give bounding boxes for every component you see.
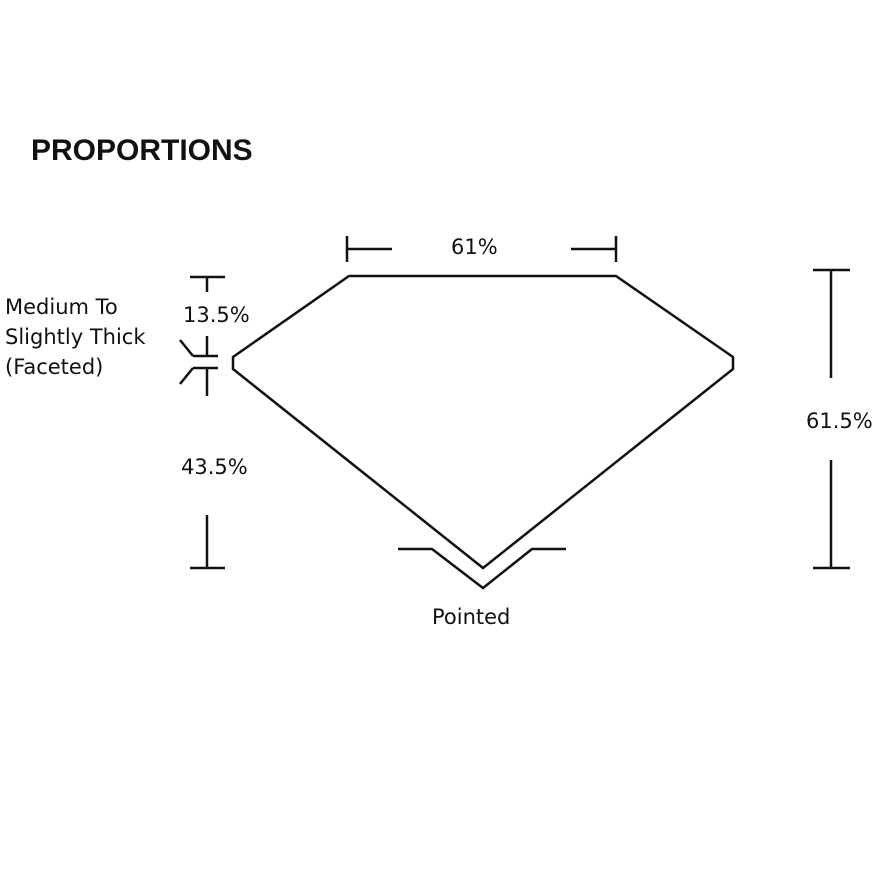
total-depth-label: 61.5% [806,409,873,433]
table-label: 61% [451,235,498,259]
culet-marker [398,547,566,590]
crown-pavilion-dimension [179,275,225,570]
crown-height-label: 13.5% [183,303,250,327]
page-title: PROPORTIONS [31,134,253,167]
depth-dimension [813,268,850,570]
girdle-line: Slightly Thick [5,325,146,349]
table-dimension [345,236,618,262]
girdle-line: (Faceted) [5,355,104,379]
culet-label: Pointed [432,605,511,629]
pavilion-depth-label: 43.5% [181,455,248,479]
girdle-line: Medium To [5,295,118,319]
gem-outline [231,274,735,570]
girdle-label: Medium To Slightly Thick (Faceted) [5,292,146,382]
